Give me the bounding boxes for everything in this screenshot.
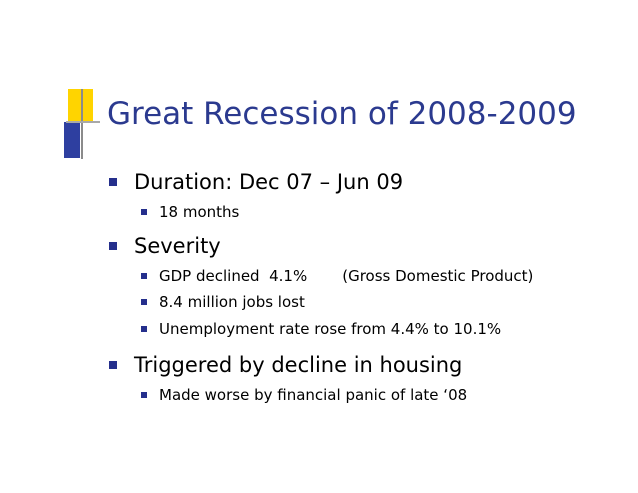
sub-bullet-text: Unemployment rate rose from 4.4% to 10.1…: [159, 320, 502, 338]
decorative-vertical-line: [81, 89, 83, 159]
bullet-text: Severity: [134, 234, 221, 258]
square-bullet-icon: [141, 326, 147, 332]
sub-bullet-text: 8.4 million jobs lost: [159, 293, 305, 311]
sub-bullet-gdp: GDP declined 4.1% (Gross Domestic Produc…: [141, 266, 533, 286]
square-bullet-icon: [109, 178, 117, 186]
sub-bullet-duration-length: 18 months: [141, 202, 239, 222]
bullet-duration: Duration: Dec 07 – Jun 09: [109, 168, 403, 196]
square-bullet-icon: [141, 273, 147, 279]
sub-bullet-text: Made worse by financial panic of late ‘0…: [159, 386, 468, 404]
bullet-text: Duration: Dec 07 – Jun 09: [134, 170, 404, 194]
decorative-horizontal-line: [66, 121, 100, 123]
sub-bullet-text: 18 months: [159, 203, 240, 221]
square-bullet-icon: [141, 299, 147, 305]
bullet-triggered: Triggered by decline in housing: [109, 351, 462, 379]
decorative-yellow-block: [68, 89, 93, 123]
square-bullet-icon: [109, 242, 117, 250]
sub-bullet-jobs: 8.4 million jobs lost: [141, 292, 305, 312]
square-bullet-icon: [141, 392, 147, 398]
decorative-blue-block: [64, 122, 80, 158]
slide-title: Great Recession of 2008-2009: [107, 96, 577, 132]
sub-bullet-unemployment: Unemployment rate rose from 4.4% to 10.1…: [141, 319, 501, 339]
square-bullet-icon: [141, 209, 147, 215]
bullet-severity: Severity: [109, 232, 221, 260]
square-bullet-icon: [109, 361, 117, 369]
bullet-text: Triggered by decline in housing: [134, 353, 463, 377]
sub-bullet-financial-panic: Made worse by financial panic of late ‘0…: [141, 385, 467, 405]
gdp-note: (Gross Domestic Product): [342, 267, 534, 285]
sub-bullet-text: GDP declined 4.1%: [159, 267, 308, 285]
